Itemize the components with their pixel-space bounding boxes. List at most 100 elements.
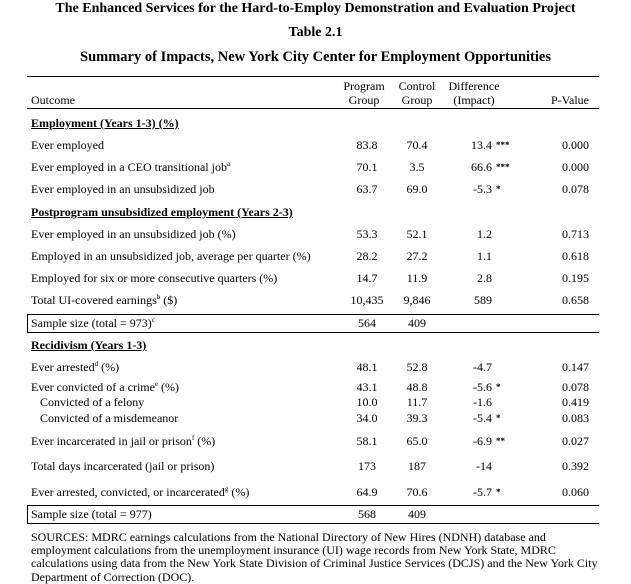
- program-group-value: 58.1: [356, 434, 378, 448]
- p-value: 0.078: [562, 182, 589, 196]
- p-value: 0.083: [562, 411, 589, 425]
- header-rule: [27, 108, 599, 109]
- program-group-value: 83.8: [356, 138, 378, 152]
- outcome-label: Employed for six or more consecutive qua…: [31, 271, 278, 285]
- impact-value: 13.4: [471, 138, 492, 152]
- p-value: 0.000: [562, 138, 589, 152]
- col-header-outcome: Outcome: [31, 93, 75, 107]
- sample-size-top-rule: [27, 314, 599, 315]
- program-group-value: 173: [358, 459, 376, 473]
- impact-value: 1.2: [477, 227, 492, 241]
- footnote-marker: f: [191, 434, 195, 442]
- program-group-value: 568: [358, 507, 376, 521]
- col-header-difference: Difference (Impact): [448, 79, 500, 107]
- p-value: 0.147: [562, 360, 589, 374]
- outcome-label: Total days incarcerated (jail or prison): [31, 459, 215, 473]
- outcome-label: Ever incarcerated in jail or prisonf (%): [31, 434, 216, 448]
- table-row: Ever arrested, convicted, or incarcerate…: [0, 484, 631, 500]
- footnote-marker: a: [226, 160, 231, 168]
- table-title: Summary of Impacts, New York City Center…: [80, 49, 551, 65]
- table-row: Total days incarcerated (jail or prison)…: [0, 458, 631, 474]
- table-row: Convicted of a felony 10.0 11.7 -1.6 0.419: [0, 394, 631, 410]
- p-value: 0.000: [562, 160, 589, 174]
- footnote-marker: d: [94, 360, 99, 368]
- p-value: 0.419: [562, 395, 589, 409]
- outcome-label: Employed in an unsubsidized job, average…: [31, 249, 311, 263]
- significance-stars: *: [496, 382, 501, 392]
- table-row: Total UI-covered earningsb ($) 10,435 9,84…: [0, 292, 631, 308]
- footnote-marker: e: [154, 380, 159, 388]
- outcome-label: Ever arrestedd (%): [31, 360, 120, 374]
- table-row: Ever employed in a CEO transitional joba…: [0, 159, 631, 175]
- sources-note: SOURCES: MDRC earnings calculations from…: [31, 530, 598, 584]
- control-group-value: 11.9: [406, 271, 428, 285]
- program-group-value: 43.1: [356, 380, 378, 394]
- impact-value: -1.6: [473, 395, 492, 409]
- program-group-value: 48.1: [356, 360, 378, 374]
- sample-size-row: Sample size (total = 973)c 564 409: [0, 315, 631, 331]
- outcome-label: Ever employed in an unsubsidized job (%): [31, 227, 236, 241]
- section-heading-row: Recidivism (Years 1-3): [0, 337, 631, 353]
- impact-value: -5.4: [473, 411, 492, 425]
- footnote-marker: g: [224, 485, 229, 493]
- program-group-value: 10.0: [356, 395, 378, 409]
- control-group-value: 409: [408, 316, 426, 330]
- impact-value: -5.3: [473, 182, 492, 196]
- section-heading-row: Postprogram unsubsidized employment (Yea…: [0, 204, 631, 220]
- table-row: Ever incarcerated in jail or prisonf (%)…: [0, 433, 631, 449]
- col-header-pvalue: P-Value: [551, 93, 589, 107]
- significance-stars: *: [496, 413, 501, 423]
- p-value: 0.618: [562, 249, 589, 263]
- table-row: Ever arrestedd (%) 48.1 52.8 -4.7 0.147: [0, 359, 631, 375]
- control-group-value: 11.7: [406, 395, 428, 409]
- sample-size-left-border: [27, 314, 28, 332]
- program-group-value: 28.2: [356, 249, 378, 263]
- control-group-value: 48.8: [406, 380, 428, 394]
- control-group-value: 39.3: [406, 411, 428, 425]
- p-value: 0.078: [562, 380, 589, 394]
- section-label: Postprogram unsubsidized employment (Yea…: [31, 205, 293, 219]
- p-value: 0.060: [562, 485, 589, 499]
- impact-value: -6.9: [473, 434, 492, 448]
- outcome-label: Sample size (total = 977): [31, 507, 152, 521]
- outcome-label: Sample size (total = 973)c: [31, 316, 155, 330]
- top-rule: [27, 76, 599, 77]
- outcome-label: Convicted of a misdemeanor: [40, 411, 179, 425]
- impact-value: -5.7: [473, 485, 492, 499]
- section-label: Recidivism (Years 1-3): [31, 338, 147, 352]
- p-value: 0.713: [562, 227, 589, 241]
- control-group-value: 65.0: [406, 434, 428, 448]
- control-group-value: 9,846: [403, 293, 431, 307]
- footnote-marker: b: [156, 293, 161, 301]
- table-row: Employed in an unsubsidized job, average…: [0, 248, 631, 264]
- control-group-value: 69.0: [406, 182, 428, 196]
- significance-stars: *: [496, 487, 501, 497]
- col-header-program: Program Group: [343, 79, 385, 107]
- outcome-label: Ever convicted of a crimee (%): [31, 380, 180, 394]
- program-group-value: 53.3: [356, 227, 378, 241]
- significance-stars: ***: [496, 162, 510, 172]
- outcome-label: Ever arrested, convicted, or incarcerate…: [31, 485, 250, 499]
- outcome-label: Ever employed in a CEO transitional joba: [31, 160, 231, 174]
- project-title: The Enhanced Services for the Hard-to-Em…: [55, 1, 576, 16]
- impact-value: -4.7: [473, 360, 492, 374]
- program-group-value: 34.0: [356, 411, 378, 425]
- program-group-value: 14.7: [356, 271, 378, 285]
- control-group-value: 70.6: [406, 485, 428, 499]
- control-group-value: 52.8: [406, 360, 428, 374]
- impact-value: 66.6: [471, 160, 492, 174]
- table-row: Convicted of a misdemeanor 34.0 39.3 -5.4 * 0…: [0, 410, 631, 426]
- outcome-label: Convicted of a felony: [40, 395, 145, 409]
- significance-stars: *: [496, 184, 501, 194]
- p-value: 0.027: [562, 434, 589, 448]
- p-value: 0.392: [562, 459, 589, 473]
- control-group-value: 52.1: [406, 227, 428, 241]
- sample-size-row: Sample size (total = 977) 568 409: [0, 506, 631, 522]
- table-row: Ever employed in an unsubsidized job 63.7…: [0, 181, 631, 197]
- control-group-value: 187: [408, 459, 426, 473]
- outcome-label: Ever employed: [31, 138, 104, 152]
- sample-size-left-border: [27, 505, 28, 523]
- control-group-value: 27.2: [406, 249, 428, 263]
- table-row: Employed for six or more consecutive qua…: [0, 270, 631, 286]
- impact-value: -14: [476, 459, 492, 473]
